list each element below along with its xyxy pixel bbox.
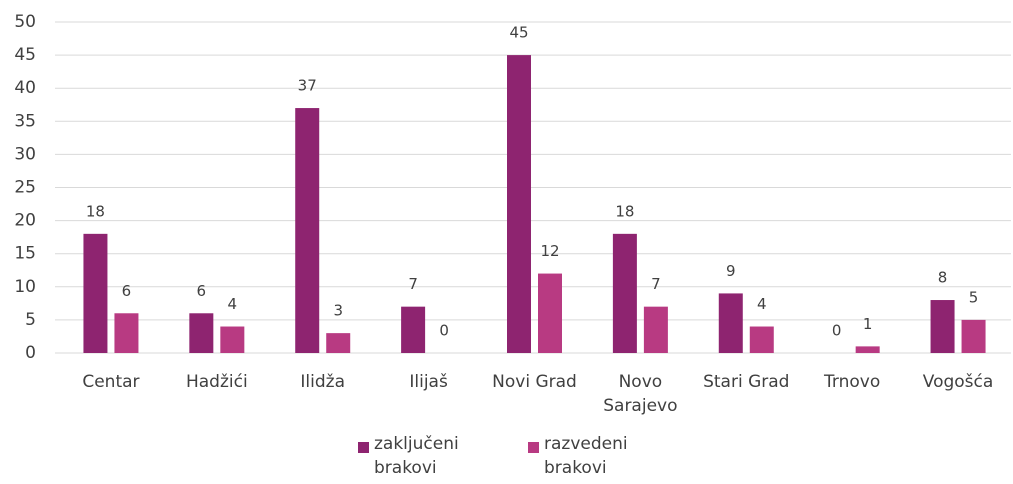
data-label: 0 xyxy=(832,322,842,340)
x-tick-label: Vogošća xyxy=(922,372,994,392)
x-tick-label: Hadžići xyxy=(185,372,248,392)
y-tick-label: 50 xyxy=(14,12,36,32)
y-tick-label: 45 xyxy=(14,45,36,65)
data-label: 7 xyxy=(408,275,418,293)
y-tick-label: 15 xyxy=(14,244,36,264)
data-label: 0 xyxy=(439,322,449,340)
data-label: 5 xyxy=(969,288,979,306)
y-tick-label: 30 xyxy=(14,144,36,164)
y-tick-label: 0 xyxy=(25,343,36,363)
legend-label: zaključeni brakovi xyxy=(374,434,459,478)
data-label: 8 xyxy=(938,269,948,287)
y-tick-label: 5 xyxy=(25,310,36,330)
x-tick-label: Trnovo xyxy=(824,372,881,392)
data-label: 9 xyxy=(726,262,736,280)
bar xyxy=(612,233,637,353)
data-label: 12 xyxy=(540,242,559,260)
data-label: 1 xyxy=(863,315,873,333)
x-tick-label: Ilidža xyxy=(300,372,345,392)
x-tick-label: Stari Grad xyxy=(703,372,790,392)
bar xyxy=(718,293,743,353)
y-tick-label: 10 xyxy=(14,277,36,297)
y-tick-label: 35 xyxy=(14,111,36,131)
legend-label: razvedeni brakovi xyxy=(544,434,628,478)
legend-swatch xyxy=(358,442,369,453)
data-label: 4 xyxy=(757,295,767,313)
x-tick-label: Centar xyxy=(82,372,140,392)
y-tick-label: 25 xyxy=(14,178,36,198)
data-label: 37 xyxy=(298,77,317,95)
bar xyxy=(189,313,214,353)
bar xyxy=(83,233,108,353)
data-label: 3 xyxy=(333,302,343,320)
x-tick-label: Ilijaš xyxy=(409,372,448,392)
bar xyxy=(643,306,668,353)
data-label: 45 xyxy=(509,24,528,42)
bar xyxy=(401,306,426,353)
data-label: 6 xyxy=(197,282,207,300)
bar xyxy=(114,313,139,353)
y-tick-label: 40 xyxy=(14,78,36,98)
data-label: 6 xyxy=(122,282,132,300)
data-label: 18 xyxy=(86,202,105,220)
bar xyxy=(749,326,774,353)
bar xyxy=(295,108,320,353)
data-label: 4 xyxy=(228,295,238,313)
bar xyxy=(326,333,351,353)
bar xyxy=(961,319,986,353)
x-tick-label: Novi Grad xyxy=(492,372,577,392)
legend-swatch xyxy=(528,442,539,453)
y-tick-label: 20 xyxy=(14,211,36,231)
bar xyxy=(855,346,880,353)
data-label: 7 xyxy=(651,275,661,293)
bar xyxy=(507,55,531,353)
x-tick-label: Novo Sarajevo xyxy=(603,372,678,416)
bar xyxy=(930,300,955,353)
bar xyxy=(220,326,245,353)
bar xyxy=(538,273,562,353)
data-label: 18 xyxy=(615,202,634,220)
